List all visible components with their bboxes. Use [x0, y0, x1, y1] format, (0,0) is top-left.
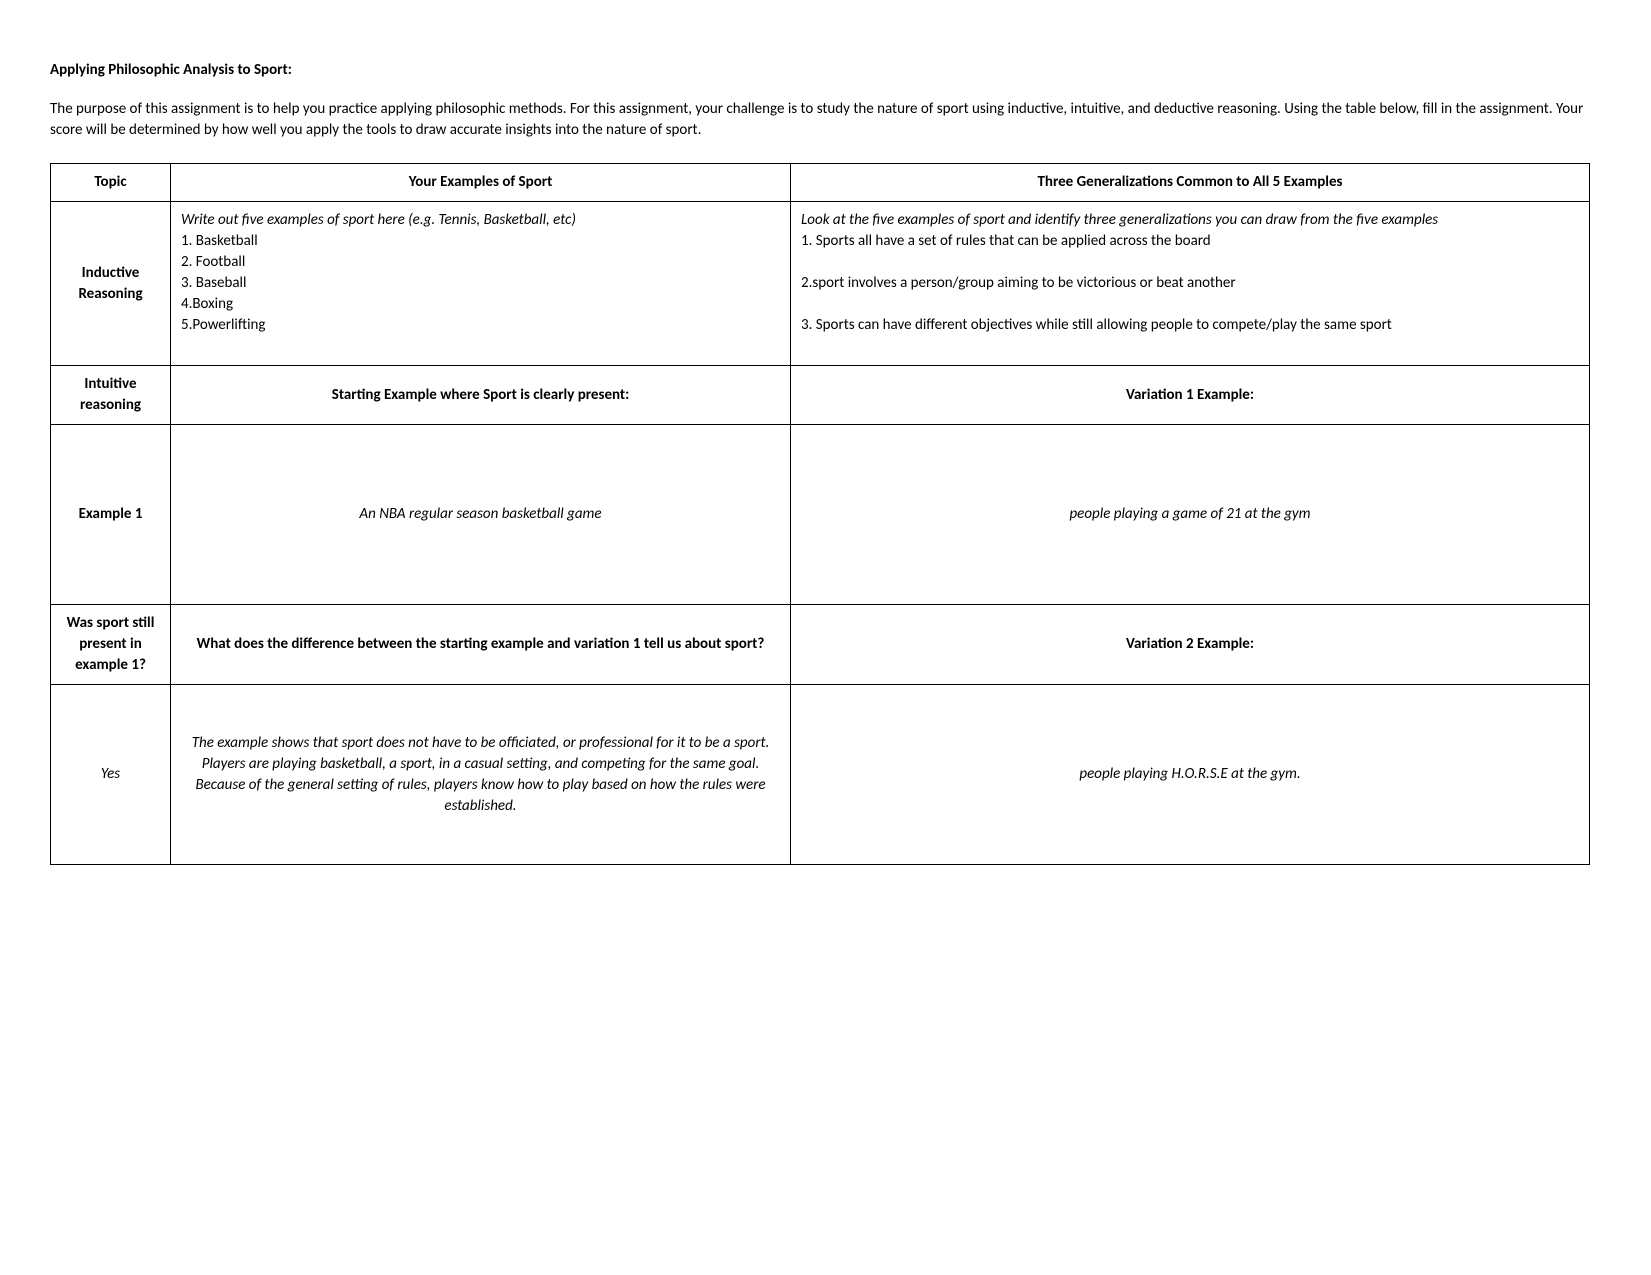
starting-example-header: Starting Example where Sport is clearly … [171, 366, 791, 425]
inductive-gen-hint: Look at the five examples of sport and i… [801, 211, 1438, 229]
intuitive-label: Intuitive reasoning [51, 366, 171, 425]
example1-label: Example 1 [51, 425, 171, 605]
inductive-examples-hint: Write out five examples of sport here (e… [181, 211, 576, 229]
header-row: Topic Your Examples of Sport Three Gener… [51, 164, 1590, 202]
example1-var1-text: people playing a game of 21 at the gym [791, 425, 1590, 605]
example1-start-text: An NBA regular season basketball game [171, 425, 791, 605]
variation2-header: Variation 2 Example: [791, 605, 1590, 685]
inductive-gen-cell: Look at the five examples of sport and i… [791, 202, 1590, 366]
inductive-examples-cell: Write out five examples of sport here (e… [171, 202, 791, 366]
intuitive-header-row: Intuitive reasoning Starting Example whe… [51, 366, 1590, 425]
inductive-label: Inductive Reasoning [51, 202, 171, 366]
inductive-row: Inductive Reasoning Write out five examp… [51, 202, 1590, 366]
page-title: Applying Philosophic Analysis to Sport: [50, 60, 1601, 81]
question1-mid-header: What does the difference between the sta… [171, 605, 791, 685]
answer1-label: Yes [51, 685, 171, 865]
question1-row: Was sport still present in example 1? Wh… [51, 605, 1590, 685]
answer1-mid-text: The example shows that sport does not ha… [171, 685, 791, 865]
inductive-gen-list: 1. Sports all have a set of rules that c… [801, 232, 1392, 334]
header-examples: Your Examples of Sport [171, 164, 791, 202]
intro-paragraph: The purpose of this assignment is to hel… [50, 99, 1590, 141]
assignment-table: Topic Your Examples of Sport Three Gener… [50, 163, 1590, 865]
answer1-row: Yes The example shows that sport does no… [51, 685, 1590, 865]
example1-row: Example 1 An NBA regular season basketba… [51, 425, 1590, 605]
variation1-header: Variation 1 Example: [791, 366, 1590, 425]
header-topic: Topic [51, 164, 171, 202]
answer1-right-text: people playing H.O.R.S.E at the gym. [791, 685, 1590, 865]
question1-label: Was sport still present in example 1? [51, 605, 171, 685]
inductive-examples-list: 1. Basketball 2. Football 3. Baseball 4.… [181, 232, 265, 334]
header-generalizations: Three Generalizations Common to All 5 Ex… [791, 164, 1590, 202]
